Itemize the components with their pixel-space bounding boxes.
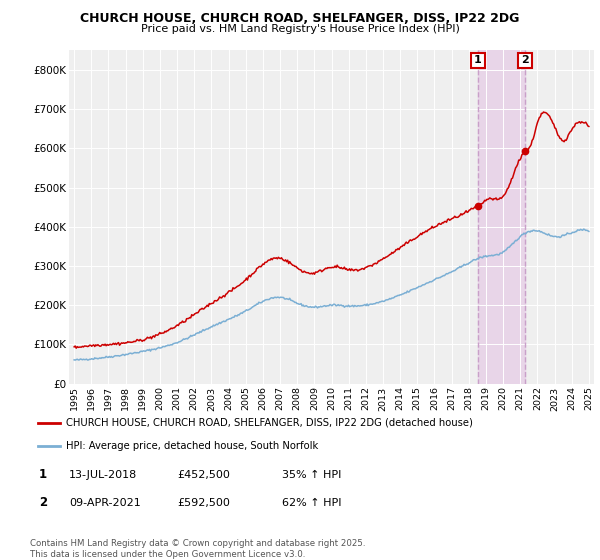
Text: Price paid vs. HM Land Registry's House Price Index (HPI): Price paid vs. HM Land Registry's House …: [140, 24, 460, 34]
Text: 13-JUL-2018: 13-JUL-2018: [69, 470, 137, 480]
Text: £592,500: £592,500: [177, 498, 230, 508]
Text: £452,500: £452,500: [177, 470, 230, 480]
Text: 62% ↑ HPI: 62% ↑ HPI: [282, 498, 341, 508]
Text: 1: 1: [39, 468, 47, 482]
Text: 2: 2: [521, 55, 529, 66]
Text: 1: 1: [474, 55, 482, 66]
Text: Contains HM Land Registry data © Crown copyright and database right 2025.
This d: Contains HM Land Registry data © Crown c…: [30, 539, 365, 559]
Text: HPI: Average price, detached house, South Norfolk: HPI: Average price, detached house, Sout…: [66, 441, 318, 451]
Text: CHURCH HOUSE, CHURCH ROAD, SHELFANGER, DISS, IP22 2DG: CHURCH HOUSE, CHURCH ROAD, SHELFANGER, D…: [80, 12, 520, 25]
Text: 09-APR-2021: 09-APR-2021: [69, 498, 141, 508]
Bar: [478, 50, 525, 384]
Text: 35% ↑ HPI: 35% ↑ HPI: [282, 470, 341, 480]
Text: CHURCH HOUSE, CHURCH ROAD, SHELFANGER, DISS, IP22 2DG (detached house): CHURCH HOUSE, CHURCH ROAD, SHELFANGER, D…: [66, 418, 473, 428]
Text: 2: 2: [39, 496, 47, 510]
